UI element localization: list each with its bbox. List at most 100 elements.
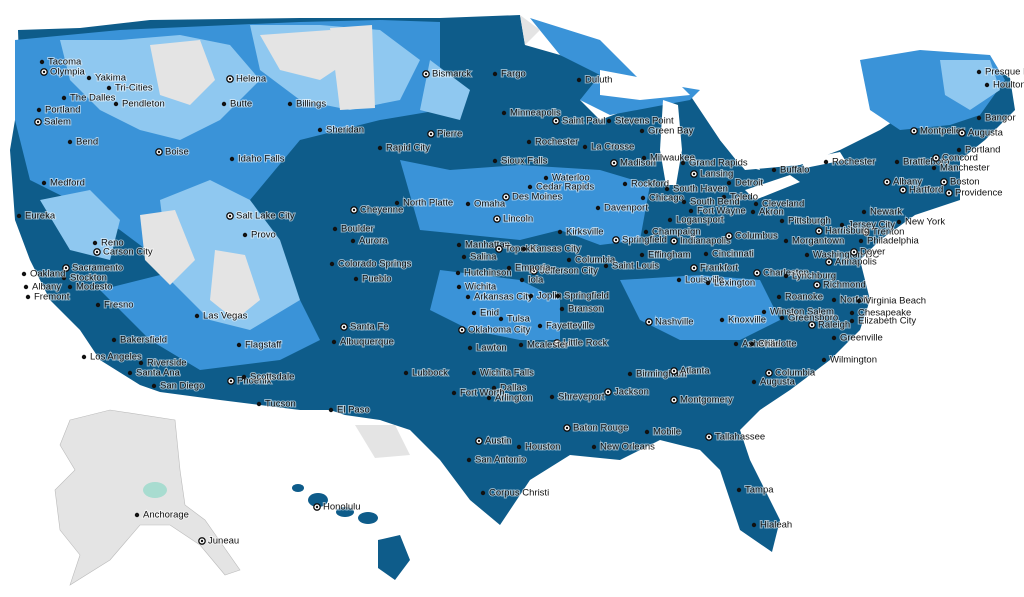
city-marker [111,337,117,343]
city-marker [559,306,565,312]
city-marker [771,167,777,173]
capital-marker-center [672,239,676,243]
city-marker [931,165,937,171]
city-label: Medford [50,178,85,189]
city-marker [317,127,323,133]
capital-marker-center [960,131,964,135]
city-label: Waterloo [552,173,590,184]
city-label: Tacoma [48,57,82,68]
city-marker [221,101,227,107]
city-label: Norfolk [840,295,870,306]
city-label: Pittsburgh [788,216,831,227]
city-label: Champaign [652,227,701,238]
city-label: Sioux Falls [501,156,548,167]
city-marker [519,277,525,283]
city-marker [576,77,582,83]
city-label: Madison [620,158,656,169]
city-marker [328,407,334,413]
city-label: Augusta [968,128,1004,139]
city-label: Bakersfield [120,335,167,346]
city-marker [332,226,338,232]
city-marker [705,280,711,286]
city-marker [595,205,601,211]
city-label: Richmond [823,280,866,291]
city-label: Bangor [985,113,1016,124]
capital-marker-center [864,230,868,234]
city-marker [680,160,686,166]
city-label: Billings [296,99,326,110]
city-label: Pueblo [362,274,392,285]
city-label: Manhattan [465,240,510,251]
capital-marker-center [64,266,68,270]
city-label: South Haven [673,184,728,195]
city-label: Nashville [655,317,694,328]
city-marker [518,342,524,348]
city-marker [465,294,471,300]
city-marker [721,194,727,200]
capital-marker-center [815,283,819,287]
city-marker [896,219,902,225]
city-label: Shreveport [558,392,605,403]
city-label: Salina [470,252,497,263]
city-label: Provo [251,230,276,241]
city-marker [331,339,337,345]
city-label: Sheridan [326,125,364,136]
city-marker [67,139,73,145]
city-marker [823,159,829,165]
city-marker [95,302,101,308]
capital-marker-center [532,269,536,273]
city-label: Kansas City [530,244,581,255]
city-label: Duluth [585,75,612,86]
city-label: Baton Rouge [573,423,628,434]
capital-marker-center [228,214,232,218]
city-label: Arlington [495,393,533,404]
city-label: Greenville [840,333,883,344]
city-label: Springfield [622,235,667,246]
capital-marker-center [555,341,559,345]
city-label: Columbia [575,255,616,266]
city-label: Lincoln [503,214,533,225]
city-label: Pendleton [122,99,165,110]
city-label: Austin [485,436,511,447]
city-label: Arkansas City [474,292,533,303]
city-marker [506,265,512,271]
city-label: Fargo [501,69,526,80]
city-marker [151,383,157,389]
city-marker [627,371,633,377]
city-label: The Dalles [70,93,116,104]
city-marker [492,158,498,164]
capital-marker-center [810,323,814,327]
city-marker [751,379,757,385]
capital-marker-center [912,129,916,133]
city-label: Toledo [730,192,758,203]
city-label: Cedar Rapids [536,182,594,193]
city-label: Hartford [909,185,943,196]
city-label: Elizabeth City [858,316,916,327]
city-label: Albany [32,282,61,293]
city-label: Charlotte [758,339,797,350]
capital-marker-center [424,72,428,76]
city-marker [641,155,647,161]
city-marker [394,200,400,206]
city-label: Akron [759,207,784,218]
city-marker [491,385,497,391]
city-label: Yakima [95,73,127,84]
city-marker [113,101,119,107]
city-label: Fremont [34,292,70,303]
capital-marker-center [429,132,433,136]
city-label: Louisville [685,275,724,286]
capital-marker-center [157,150,161,154]
city-label: Joplin [537,291,562,302]
city-marker [591,444,597,450]
capital-marker-center [672,369,676,373]
city-marker [956,147,962,153]
city-label: Enid [480,308,499,319]
city-label: Detroit [735,178,763,189]
city-marker [451,390,457,396]
capital-marker-center [554,119,558,123]
city-label: Saint Louis [612,261,659,272]
city-marker [528,293,534,299]
city-marker [256,401,262,407]
city-marker [719,317,725,323]
